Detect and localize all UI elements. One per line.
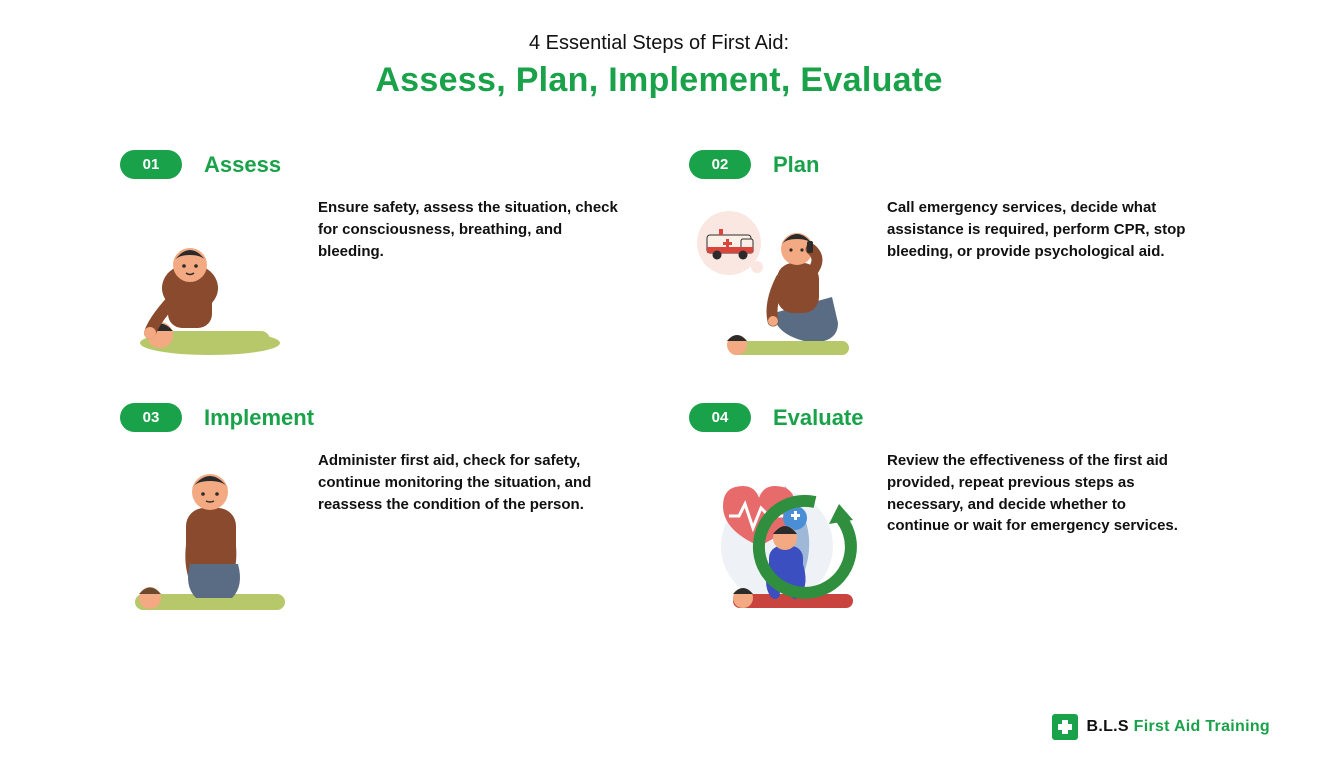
brand-logo: B.L.S First Aid Training bbox=[1052, 714, 1270, 740]
logo-bls: B.L.S bbox=[1086, 718, 1128, 735]
steps-grid: 01 Assess Ensure saf bbox=[0, 100, 1318, 616]
logo-rest: First Aid Training bbox=[1134, 718, 1270, 735]
step-header: 03 Implement bbox=[120, 403, 629, 432]
main-title: Assess, Plan, Implement, Evaluate bbox=[0, 61, 1318, 100]
evaluate-illustration-icon bbox=[689, 446, 869, 616]
step-evaluate: 04 Evaluate bbox=[689, 403, 1198, 616]
logo-text: B.L.S First Aid Training bbox=[1086, 718, 1270, 736]
pretitle: 4 Essential Steps of First Aid: bbox=[0, 32, 1318, 55]
header: 4 Essential Steps of First Aid: Assess, … bbox=[0, 0, 1318, 100]
plan-illustration-icon bbox=[689, 193, 869, 363]
step-title: Assess bbox=[204, 152, 281, 178]
step-body: Administer first aid, check for safety, … bbox=[120, 446, 629, 616]
step-body: Ensure safety, assess the situation, che… bbox=[120, 193, 629, 363]
logo-cross-icon bbox=[1052, 714, 1078, 740]
step-plan: 02 Plan bbox=[689, 150, 1198, 363]
step-assess: 01 Assess Ensure saf bbox=[120, 150, 629, 363]
step-title: Implement bbox=[204, 405, 314, 431]
step-header: 01 Assess bbox=[120, 150, 629, 179]
step-body: Call emergency services, decide what ass… bbox=[689, 193, 1198, 363]
step-implement: 03 Implement bbox=[120, 403, 629, 616]
assess-illustration-icon bbox=[120, 193, 300, 363]
step-header: 02 Plan bbox=[689, 150, 1198, 179]
step-number-pill: 02 bbox=[689, 150, 751, 179]
step-number-pill: 03 bbox=[120, 403, 182, 432]
step-body: Review the effectiveness of the first ai… bbox=[689, 446, 1198, 616]
step-number-pill: 04 bbox=[689, 403, 751, 432]
implement-illustration-icon bbox=[120, 446, 300, 616]
step-header: 04 Evaluate bbox=[689, 403, 1198, 432]
step-description: Ensure safety, assess the situation, che… bbox=[318, 193, 618, 262]
step-description: Review the effectiveness of the first ai… bbox=[887, 446, 1187, 537]
step-description: Call emergency services, decide what ass… bbox=[887, 193, 1187, 262]
step-title: Evaluate bbox=[773, 405, 864, 431]
step-number-pill: 01 bbox=[120, 150, 182, 179]
step-description: Administer first aid, check for safety, … bbox=[318, 446, 618, 515]
step-title: Plan bbox=[773, 152, 819, 178]
